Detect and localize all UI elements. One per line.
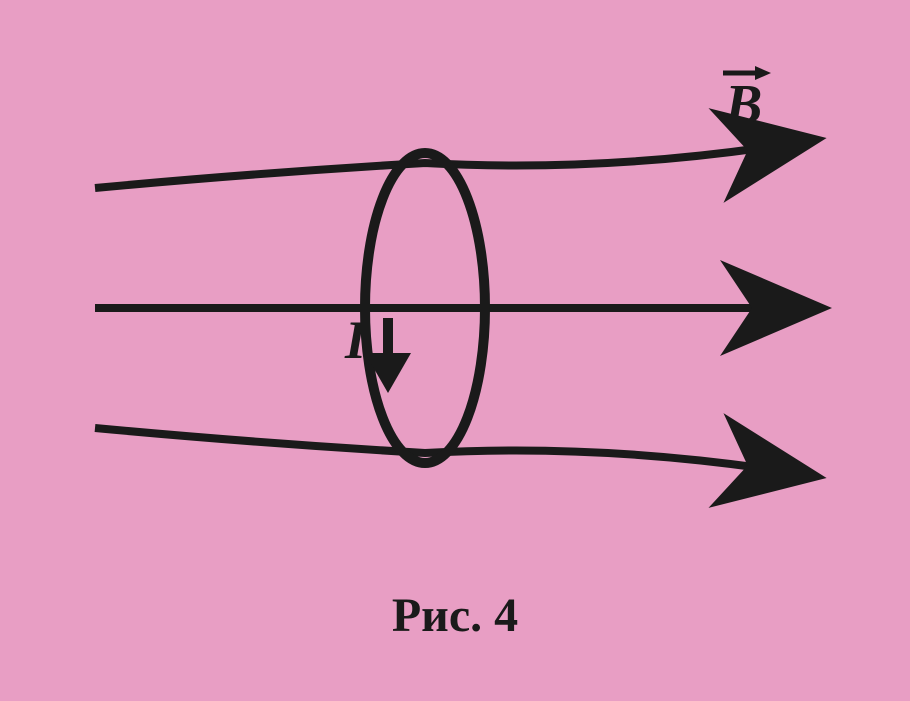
physics-diagram: I B (55, 58, 855, 558)
field-label-group: B (723, 66, 771, 136)
figure-caption: Рис. 4 (392, 588, 518, 643)
diagram-svg: I B (55, 58, 855, 558)
current-label: I (344, 310, 368, 370)
vector-arrowhead-icon (755, 66, 771, 80)
field-label: B (724, 74, 762, 136)
